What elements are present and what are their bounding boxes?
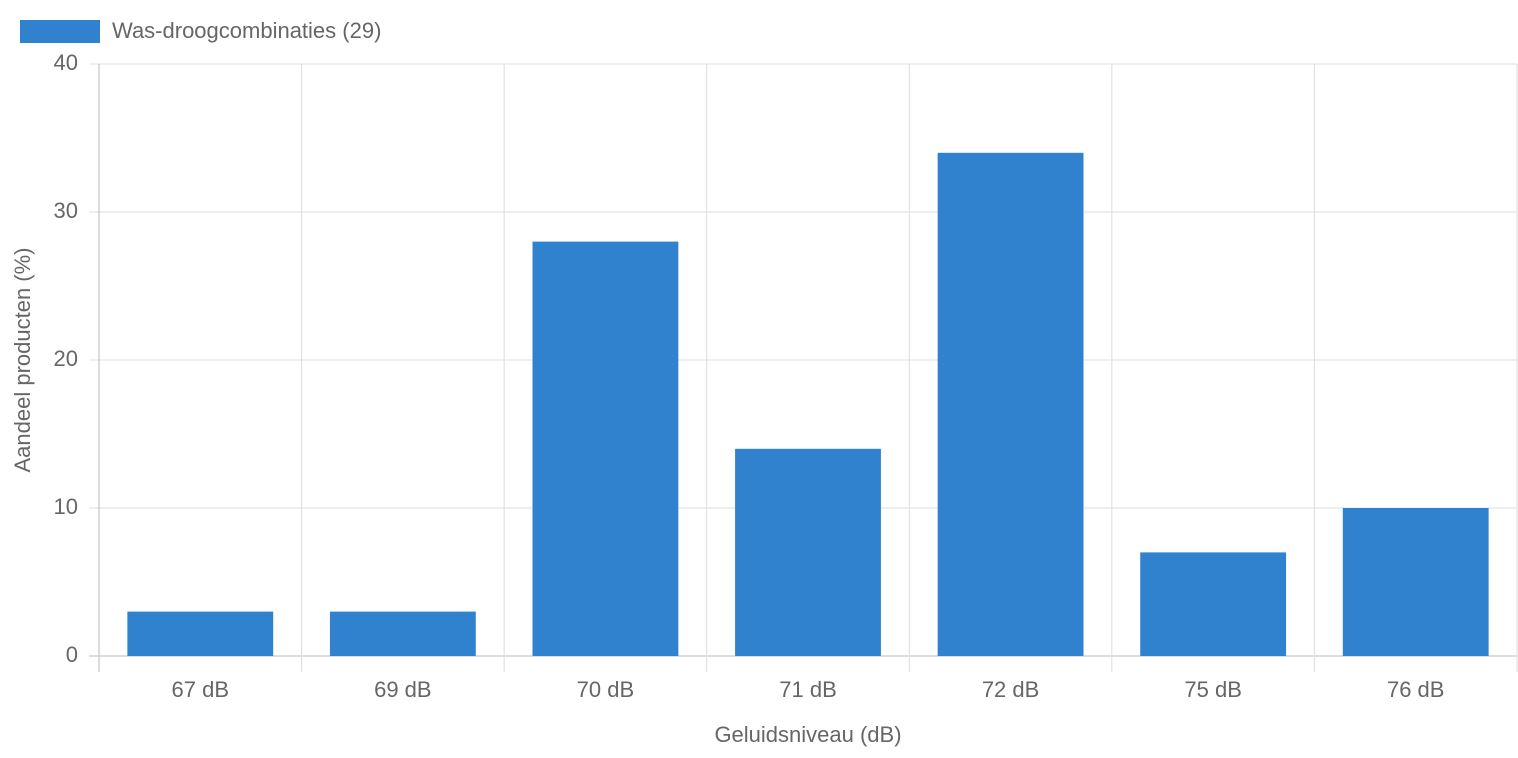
x-tick-label: 67 dB: [172, 677, 230, 702]
x-tick-label: 69 dB: [374, 677, 432, 702]
bar: [1342, 508, 1489, 656]
x-tick-label: 71 dB: [779, 677, 837, 702]
bar: [937, 152, 1084, 657]
x-tick-label: 72 dB: [982, 677, 1040, 702]
bar: [127, 611, 274, 656]
y-axis-label: Aandeel producten (%): [10, 247, 35, 472]
y-tick-label: 10: [54, 494, 78, 519]
y-tick-label: 30: [54, 198, 78, 223]
y-tick-label: 20: [54, 346, 78, 371]
bar: [329, 611, 476, 656]
x-tick-label: 75 dB: [1184, 677, 1242, 702]
x-tick-label: 76 dB: [1387, 677, 1445, 702]
x-axis-label: Geluidsniveau (dB): [714, 722, 901, 747]
legend-swatch: [20, 20, 100, 43]
bar: [735, 448, 881, 656]
legend-label: Was-droogcombinaties (29): [112, 18, 381, 43]
y-tick-label: 40: [54, 50, 78, 75]
bar: [532, 241, 679, 656]
y-tick-label: 0: [66, 642, 78, 667]
bar: [1140, 552, 1287, 656]
x-tick-label: 70 dB: [577, 677, 635, 702]
